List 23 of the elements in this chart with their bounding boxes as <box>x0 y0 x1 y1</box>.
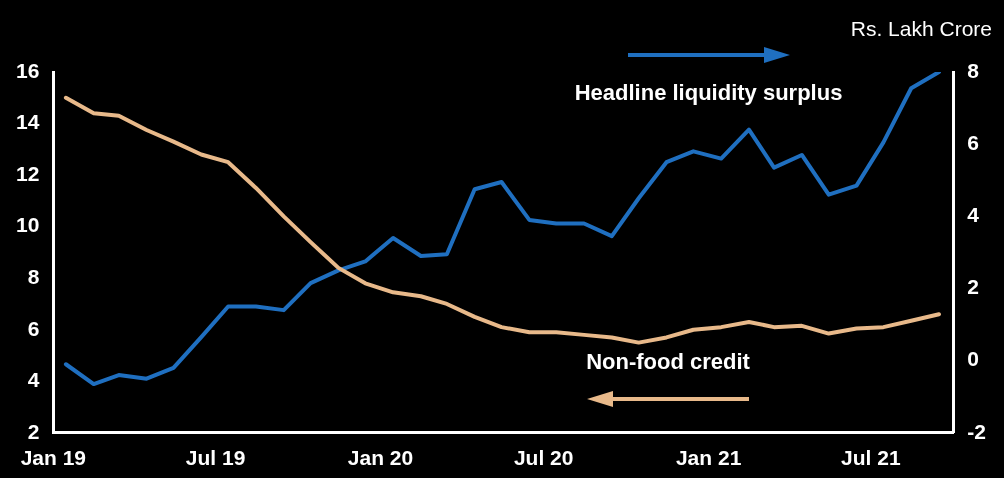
y-tick-label: 4 <box>27 368 40 392</box>
legend-label: Headline liquidity surplus <box>574 80 843 106</box>
y-tick-label: 10 <box>16 213 40 237</box>
x-tick-label: Jul 21 <box>841 446 901 470</box>
y2-tick-label: 2 <box>967 275 980 299</box>
y2-tick-label: 6 <box>967 130 980 154</box>
y-tick-label: 12 <box>16 161 40 185</box>
y-tick-label: 14 <box>16 110 40 134</box>
y-tick-label: 8 <box>27 264 40 288</box>
text: Rs. Lakh Crore <box>850 16 992 40</box>
y2-tick-label: 8 <box>967 58 980 82</box>
series-label: Non-food credit <box>586 348 751 374</box>
x-tick-label: Jan 19 <box>20 446 87 470</box>
y2-tick-label: 4 <box>967 203 980 227</box>
y-tick-label: 16 <box>16 58 40 82</box>
x-tick-label: Jul 19 <box>185 446 246 470</box>
y-tick-label: 2 <box>27 419 40 443</box>
x-tick-label: Jul 20 <box>513 446 574 470</box>
x-tick-label: Jan 21 <box>675 446 742 470</box>
y-tick-label: 6 <box>27 316 40 340</box>
x-tick-label: Jan 20 <box>347 446 414 470</box>
y2-tick-label: -2 <box>967 419 987 443</box>
y2-tick-label: 0 <box>967 347 980 371</box>
